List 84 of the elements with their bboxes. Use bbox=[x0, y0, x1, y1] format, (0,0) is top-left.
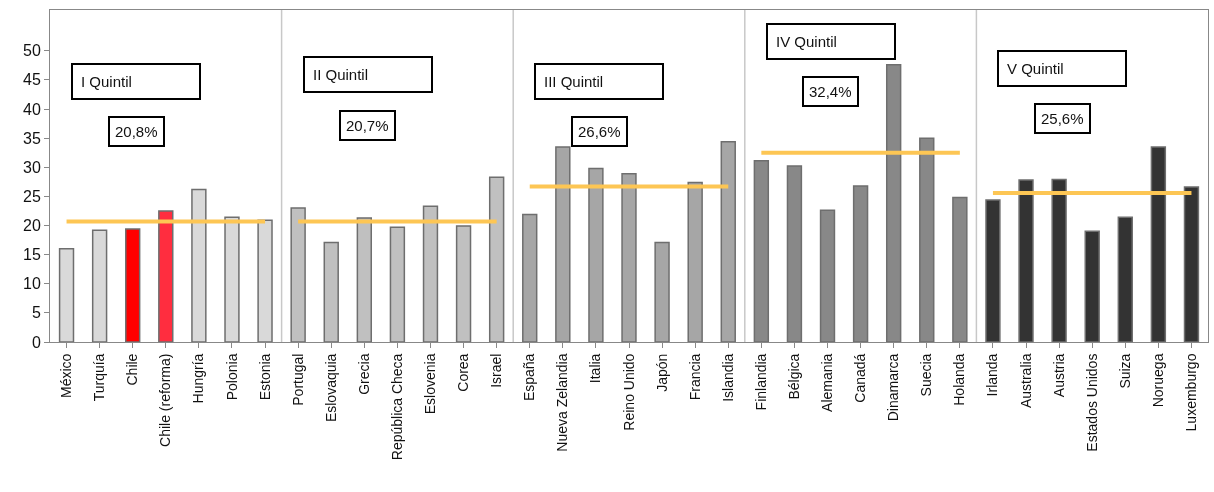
x-tick-label: Estados Unidos bbox=[1083, 353, 1100, 452]
bar bbox=[1150, 146, 1167, 342]
bar bbox=[687, 181, 703, 342]
x-tick-label: Eslovaquia bbox=[322, 353, 339, 423]
x-tick-label: Estonia bbox=[256, 353, 273, 401]
bar bbox=[621, 172, 637, 342]
bar bbox=[191, 188, 207, 342]
bar bbox=[588, 167, 604, 342]
bar bbox=[654, 241, 670, 342]
x-tick-label: Bélgica bbox=[785, 353, 802, 400]
x-tick-label: Corea bbox=[455, 353, 472, 392]
bar bbox=[1183, 186, 1200, 342]
bar bbox=[58, 248, 75, 342]
x-tick-label: Nueva Zelandia bbox=[554, 353, 571, 452]
x-tick-label: Eslovenia bbox=[422, 353, 439, 415]
x-tick-label: Noruega bbox=[1149, 353, 1166, 408]
bar bbox=[257, 219, 273, 342]
x-tick-label: Turquía bbox=[91, 353, 108, 402]
annotation: 26,6% bbox=[578, 123, 621, 140]
bar bbox=[555, 146, 571, 342]
bar bbox=[522, 213, 538, 342]
y-tick-label: 25 bbox=[23, 187, 41, 205]
x-tick-label: Portugal bbox=[289, 353, 306, 406]
x-tick-label: Luxemburgo bbox=[1183, 353, 1200, 432]
annotation: II Quintil bbox=[313, 66, 369, 83]
x-tick-label: Finlandia bbox=[752, 353, 769, 411]
bar bbox=[1117, 216, 1133, 342]
annotation: 25,6% bbox=[1041, 110, 1084, 127]
x-tick-label: Italia bbox=[587, 353, 604, 384]
annotation: III Quintil bbox=[544, 73, 604, 90]
x-tick-label: Suiza bbox=[1116, 353, 1133, 389]
y-tick-label: 20 bbox=[23, 217, 41, 235]
bar bbox=[158, 210, 174, 342]
bar bbox=[389, 226, 406, 342]
y-tick-label: 45 bbox=[23, 71, 41, 89]
annotation: IV Quintil bbox=[776, 33, 837, 50]
x-tick-label: Dinamarca bbox=[885, 353, 902, 422]
x-tick-label: Austria bbox=[1050, 353, 1067, 398]
x-tick-label: Francia bbox=[686, 353, 703, 401]
y-tick-label: 50 bbox=[23, 42, 41, 60]
bar bbox=[1051, 178, 1067, 342]
x-tick-label: Chile bbox=[124, 353, 141, 386]
bar bbox=[290, 207, 306, 342]
bar bbox=[91, 229, 108, 342]
bar bbox=[1018, 179, 1034, 342]
x-tick-label: Islandia bbox=[719, 353, 736, 402]
x-tick-label: España bbox=[521, 353, 538, 402]
x-tick-label: República Checa bbox=[388, 353, 405, 461]
y-tick-label: 0 bbox=[31, 333, 41, 351]
x-tick-label: Australia bbox=[1017, 353, 1034, 409]
y-tick-label: 40 bbox=[23, 100, 41, 118]
annotation: 20,8% bbox=[115, 123, 158, 140]
y-tick-label: 5 bbox=[31, 304, 41, 322]
y-tick-label: 15 bbox=[23, 246, 41, 264]
annotation: 32,4% bbox=[809, 83, 852, 100]
x-tick-label: Chile (reforma) bbox=[157, 353, 174, 447]
annotation: 20,7% bbox=[346, 117, 389, 134]
x-tick-label: Alemania bbox=[819, 353, 836, 412]
annotation: V Quintil bbox=[1007, 60, 1064, 77]
bar bbox=[1084, 230, 1100, 342]
bar bbox=[422, 205, 439, 342]
bar bbox=[224, 216, 240, 342]
x-tick-label: Canadá bbox=[852, 353, 869, 403]
bar bbox=[985, 199, 1001, 342]
x-tick-label: Israel bbox=[488, 353, 505, 388]
x-tick-label: México bbox=[58, 353, 75, 398]
bar bbox=[125, 228, 141, 342]
bar bbox=[455, 225, 472, 342]
x-tick-label: Holanda bbox=[951, 353, 968, 406]
x-tick-label: Suecia bbox=[918, 353, 935, 397]
x-tick-label: Reino Unido bbox=[620, 353, 637, 431]
annotation: I Quintil bbox=[81, 73, 132, 90]
x-tick-label: Grecia bbox=[355, 353, 372, 395]
x-tick-label: Japón bbox=[653, 353, 670, 392]
x-tick-label: Polonia bbox=[223, 353, 240, 401]
x-tick-label: Hungría bbox=[190, 353, 207, 404]
bar bbox=[488, 176, 505, 342]
y-tick-label: 30 bbox=[23, 158, 41, 176]
x-tick-label: Irlanda bbox=[984, 353, 1001, 397]
y-tick-label: 35 bbox=[23, 129, 41, 147]
bar bbox=[720, 140, 736, 342]
y-tick-label: 10 bbox=[23, 275, 41, 293]
bar bbox=[323, 241, 339, 342]
bar bbox=[356, 217, 373, 342]
